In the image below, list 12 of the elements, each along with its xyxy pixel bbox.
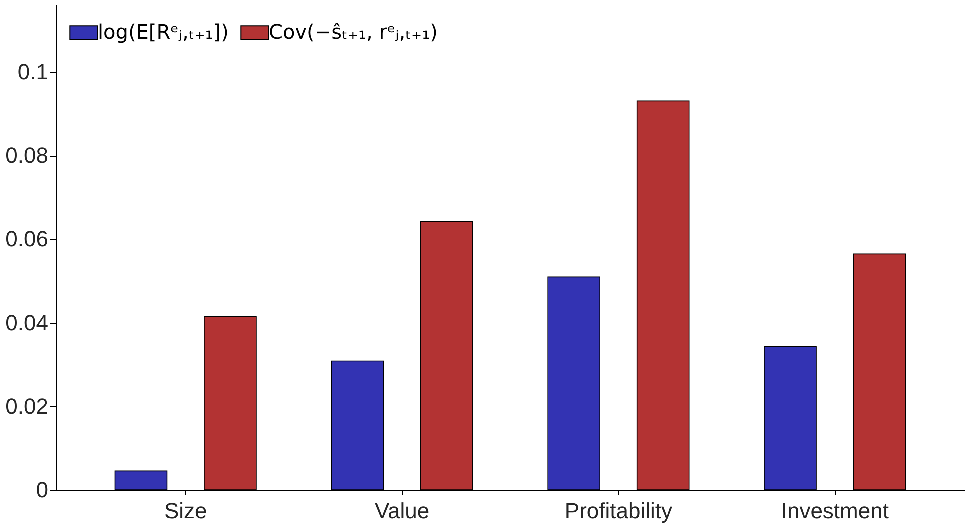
x-tick-label: Profitability (564, 498, 673, 524)
y-tick-label: 0.02 (6, 394, 48, 419)
x-tick-label: Size (164, 498, 208, 524)
y-tick-label: 0.08 (6, 143, 48, 168)
y-tick-label: 0 (36, 478, 48, 502)
legend-label: log(E[Rᵉⱼ,ₜ₊₁]) (98, 20, 229, 44)
x-tick-label: Value (374, 498, 430, 524)
legend-label: Cov(−ŝₜ₊₁, rᵉⱼ,ₜ₊₁) (269, 20, 438, 44)
y-tick-label: 0.06 (6, 226, 48, 252)
y-tick-label: 0.04 (6, 310, 48, 336)
y-tick-label: 0.1 (18, 59, 48, 84)
x-tick-label: Investment (781, 498, 889, 524)
